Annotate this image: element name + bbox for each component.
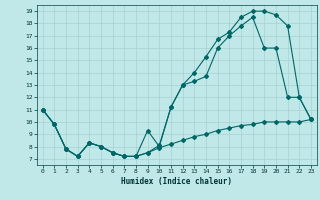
X-axis label: Humidex (Indice chaleur): Humidex (Indice chaleur): [121, 177, 232, 186]
